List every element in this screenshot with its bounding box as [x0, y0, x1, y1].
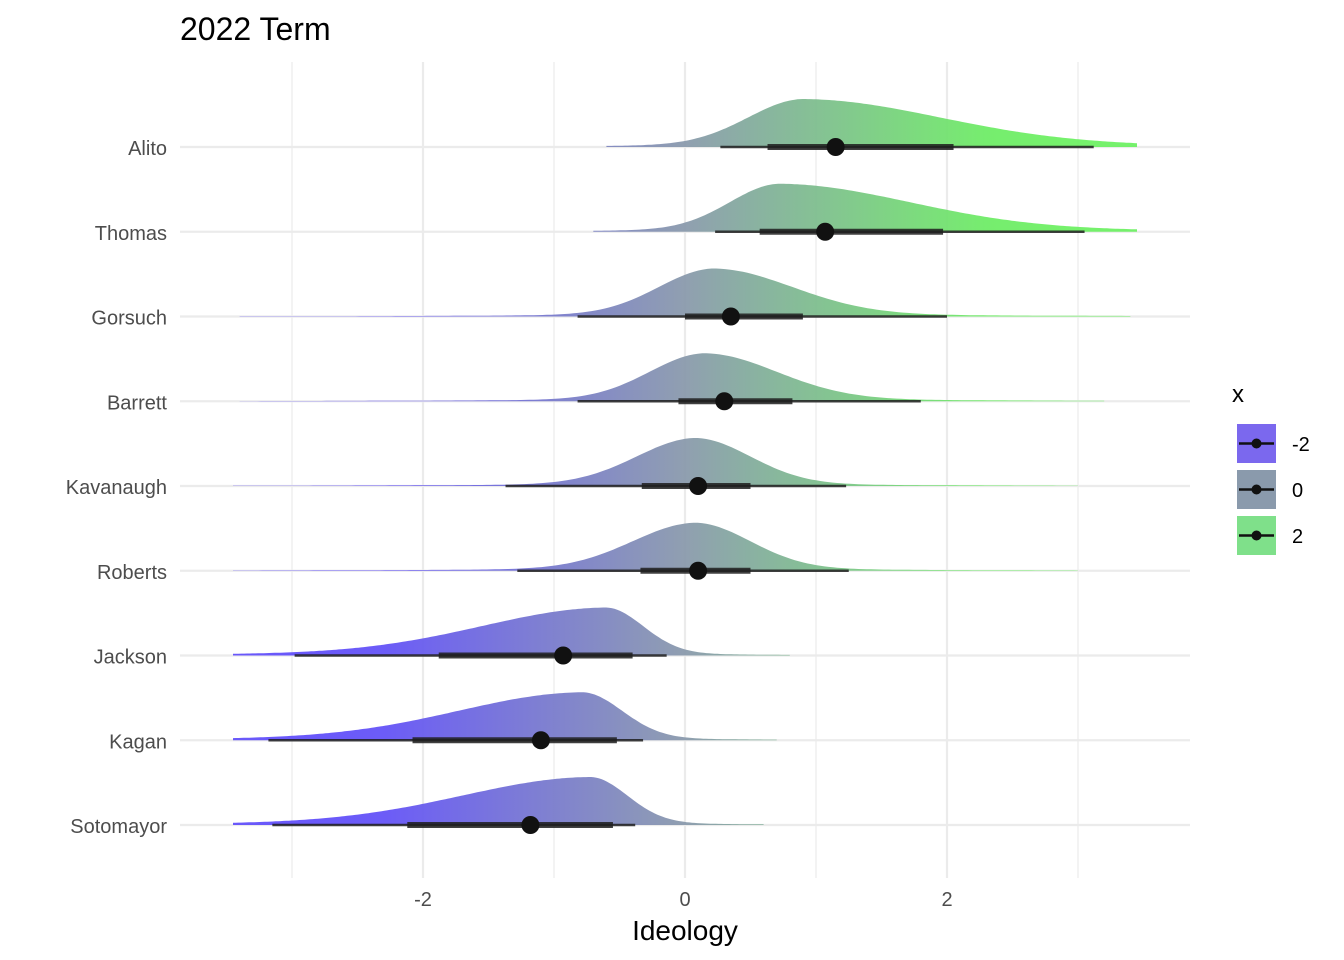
- y-axis: Alito Thomas Gorsuch Barrett Kavanaugh Robert…: [66, 138, 168, 838]
- y-tick-label: Barrett: [107, 392, 167, 414]
- chart-title: 2022 Term: [180, 11, 331, 47]
- x-tick-label: 2: [941, 889, 952, 911]
- y-tick-label: Jackson: [94, 647, 167, 669]
- legend-label: 0: [1292, 480, 1303, 502]
- y-tick-label: Alito: [128, 138, 167, 160]
- y-tick-label: Thomas: [95, 223, 167, 245]
- y-tick-label: Sotomayor: [70, 816, 167, 838]
- ridges: [233, 99, 1137, 834]
- density-alito: [606, 99, 1137, 147]
- legend-label: -2: [1292, 434, 1310, 456]
- legend-item: 0: [1237, 470, 1303, 509]
- median-point-jackson: [554, 646, 573, 665]
- legend-title: x: [1232, 381, 1244, 408]
- density-kavanaugh: [233, 438, 1078, 486]
- x-axis: -2 0 2: [414, 889, 952, 911]
- legend-item: -2: [1237, 424, 1310, 463]
- median-point-gorsuch: [721, 307, 740, 326]
- legend-label: 2: [1292, 526, 1303, 548]
- density-kagan: [233, 692, 777, 741]
- legend-point-glyph: [1251, 438, 1262, 449]
- density-thomas: [593, 183, 1137, 232]
- legend-item: 2: [1237, 516, 1303, 555]
- median-point-kavanaugh: [689, 477, 708, 495]
- y-tick-label: Roberts: [97, 562, 167, 584]
- legend-point-glyph: [1251, 530, 1262, 541]
- y-tick-label: Kavanaugh: [66, 477, 167, 499]
- median-point-roberts: [689, 561, 708, 580]
- median-point-sotomayor: [521, 816, 540, 834]
- y-tick-label: Kagan: [109, 731, 167, 753]
- median-point-alito: [826, 138, 845, 156]
- density-jackson: [233, 607, 790, 656]
- median-point-kagan: [531, 731, 550, 750]
- x-tick-label: -2: [414, 889, 432, 911]
- density-sotomayor: [233, 777, 764, 825]
- legend-point-glyph: [1251, 484, 1262, 495]
- legend: x -2 0 2: [1232, 381, 1310, 555]
- density-roberts: [233, 522, 1078, 571]
- median-point-thomas: [816, 222, 835, 241]
- x-axis-label: Ideology: [632, 915, 738, 946]
- x-tick-label: 0: [679, 889, 690, 911]
- density-barrett: [239, 353, 1105, 402]
- y-tick-label: Gorsuch: [91, 308, 167, 330]
- density-gorsuch: [239, 268, 1131, 317]
- median-point-barrett: [715, 392, 734, 411]
